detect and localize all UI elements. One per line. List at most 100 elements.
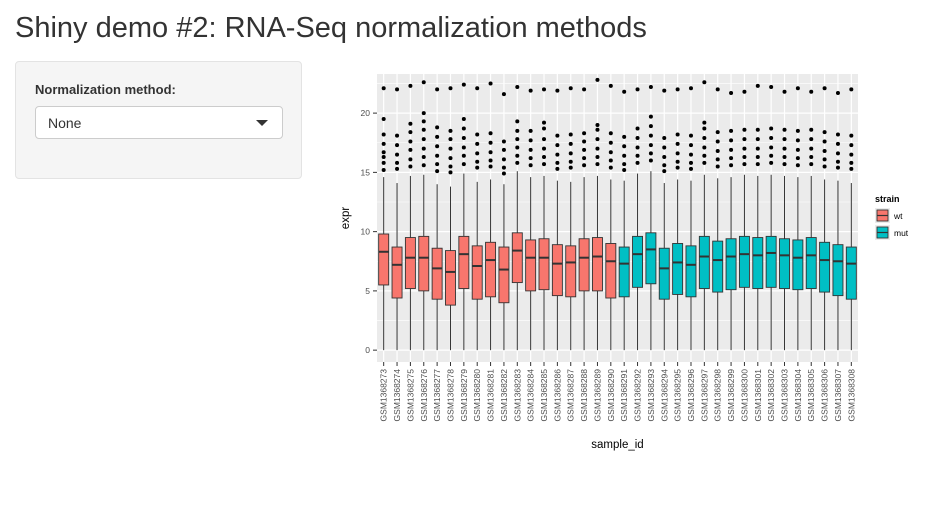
x-tick-label: GSM1368303 (780, 369, 790, 422)
outlier-point (849, 152, 854, 157)
outlier-point (742, 137, 747, 142)
y-axis-title: expr (340, 207, 352, 230)
outlier-point (795, 86, 800, 91)
outlier-point (822, 139, 827, 144)
x-tick-label: GSM1368287 (566, 369, 576, 422)
outlier-point (381, 154, 386, 159)
outlier-point (461, 145, 466, 150)
outlier-point (595, 77, 600, 82)
outlier-point (769, 160, 774, 165)
legend-title: strain (875, 194, 900, 204)
outlier-point (395, 166, 400, 171)
x-tick-label: GSM1368302 (766, 369, 776, 422)
outlier-point (742, 162, 747, 167)
normalization-method-select[interactable]: None (35, 106, 283, 139)
outlier-point (608, 165, 613, 170)
outlier-point (688, 133, 693, 138)
outlier-point (622, 162, 627, 167)
outlier-point (475, 165, 480, 170)
x-tick-label: GSM1368305 (806, 369, 816, 422)
box-GSM1368306 (819, 241, 831, 293)
outlier-point (608, 131, 613, 136)
outlier-point (822, 149, 827, 154)
outlier-point (822, 164, 827, 169)
outlier-point (662, 88, 667, 93)
outlier-point (608, 140, 613, 145)
box-GSM1368296 (685, 245, 697, 298)
outlier-point (515, 85, 520, 90)
outlier-point (835, 90, 840, 95)
outlier-point (675, 87, 680, 92)
outlier-point (528, 138, 533, 143)
box-GSM1368307 (832, 244, 844, 297)
outlier-point (435, 153, 440, 158)
box-GSM1368281 (485, 241, 497, 298)
outlier-point (595, 162, 600, 167)
outlier-point (648, 143, 653, 148)
outlier-point (582, 131, 587, 136)
outlier-point (769, 126, 774, 131)
outlier-point (809, 137, 814, 142)
outlier-point (488, 150, 493, 155)
outlier-point (408, 157, 413, 162)
box-GSM1368293 (645, 232, 657, 285)
outlier-point (461, 82, 466, 87)
outlier-point (475, 141, 480, 146)
box-GSM1368289 (591, 237, 603, 292)
outlier-point (795, 163, 800, 168)
outlier-point (795, 128, 800, 133)
outlier-point (769, 136, 774, 140)
outlier-point (755, 146, 760, 151)
outlier-point (635, 160, 640, 165)
outlier-point (809, 146, 814, 151)
x-axis-title: sample_id (591, 439, 643, 451)
outlier-point (408, 139, 413, 144)
chevron-down-icon[interactable] (256, 120, 268, 126)
outlier-point (421, 111, 426, 116)
outlier-point (555, 166, 560, 171)
x-tick-label: GSM1368279 (459, 369, 469, 422)
outlier-point (488, 158, 493, 163)
outlier-point (702, 136, 707, 140)
outlier-point (515, 128, 520, 133)
x-tick-label: GSM1368291 (619, 369, 629, 422)
outlier-point (555, 133, 560, 138)
x-tick-label: GSM1368306 (820, 369, 830, 422)
x-tick-label: GSM1368301 (753, 369, 763, 422)
outlier-point (849, 143, 854, 148)
x-tick-label: GSM1368290 (606, 369, 616, 422)
outlier-point (568, 151, 573, 156)
outlier-point (729, 147, 734, 152)
outlier-point (849, 87, 854, 92)
outlier-point (421, 154, 426, 159)
outlier-point (835, 141, 840, 146)
outlier-point (635, 145, 640, 150)
outlier-point (475, 151, 480, 156)
box-GSM1368282 (498, 246, 510, 304)
box-GSM1368303 (779, 238, 790, 289)
outlier-point (515, 145, 520, 150)
outlier-point (582, 87, 587, 92)
y-tick-label: 15 (361, 167, 371, 177)
box-GSM1368284 (525, 239, 537, 292)
boxplot-chart: 0 5 10 15 20 GSM1368273 GSM1368274 GSM1368275 GS… (340, 74, 909, 451)
x-tick-label: GSM1368278 (445, 369, 455, 422)
outlier-point (568, 141, 573, 146)
outlier-point (448, 146, 453, 151)
outlier-point (835, 159, 840, 164)
legend-label-wt: wt (893, 211, 903, 221)
box-GSM1368288 (578, 238, 590, 292)
outlier-point (622, 134, 627, 139)
outlier-point (395, 87, 400, 92)
box-GSM1368302 (765, 235, 777, 288)
outlier-point (729, 138, 734, 143)
outlier-point (782, 154, 787, 159)
outlier-point (742, 89, 747, 94)
outlier-point (729, 163, 734, 168)
outlier-point (742, 127, 747, 132)
box-GSM1368300 (738, 235, 750, 288)
x-tick-label: GSM1368296 (686, 369, 696, 422)
outlier-point (662, 154, 667, 159)
outlier-point (435, 125, 440, 130)
outlier-point (622, 144, 627, 149)
